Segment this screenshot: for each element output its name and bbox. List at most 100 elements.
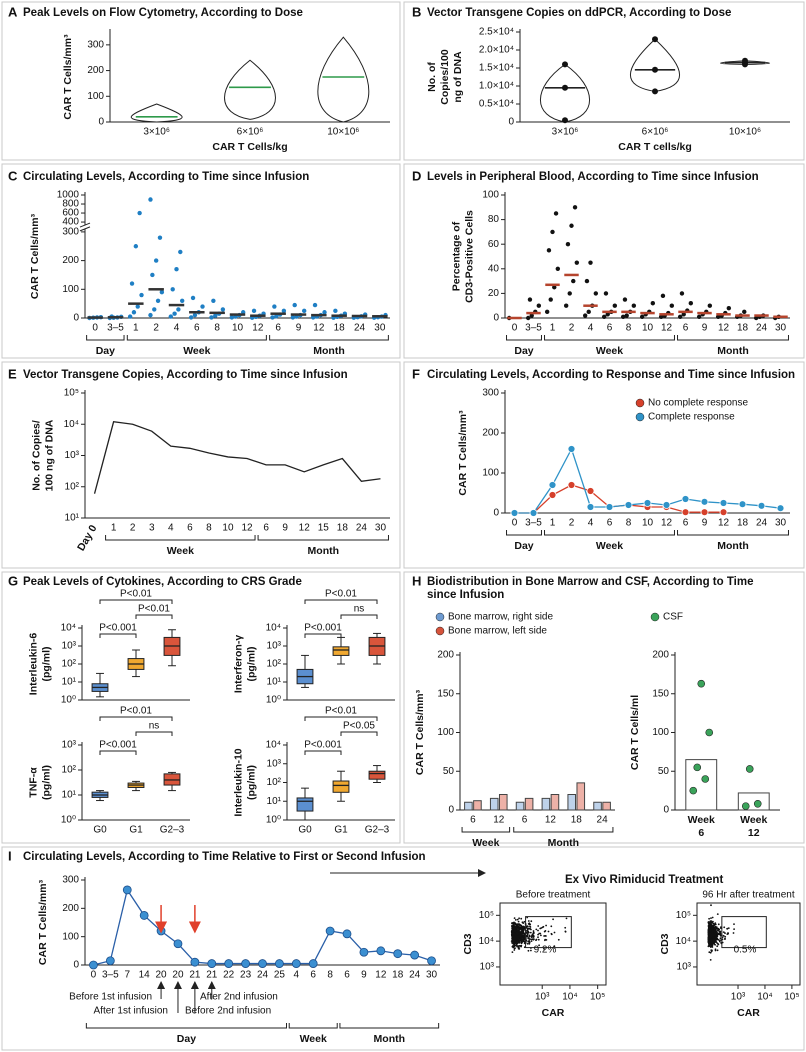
comparison-bracket	[340, 614, 378, 619]
event-dot	[529, 928, 531, 930]
data-point	[159, 289, 165, 295]
group-label: Month	[717, 345, 749, 357]
y-tick-label: 50	[658, 766, 670, 777]
data-point	[681, 495, 690, 503]
legend-swatch	[635, 398, 645, 408]
x-tick-label: 6	[683, 323, 689, 334]
bar	[576, 782, 586, 811]
x-tick-label: 30	[775, 323, 787, 334]
y-tick-label: 200	[437, 650, 454, 661]
event-dot	[715, 932, 718, 934]
x-tick-label: 6×10⁶	[642, 127, 669, 138]
data-point	[562, 61, 568, 68]
event-dot	[513, 938, 515, 941]
data-point	[292, 302, 297, 308]
x-tick-label: G1	[334, 825, 348, 836]
event-dot	[711, 933, 714, 935]
event-dot	[714, 922, 717, 924]
y-tick-label: 0	[493, 313, 499, 324]
x-tick-label: 25	[274, 970, 286, 981]
event-dot	[512, 932, 514, 935]
data-point	[662, 501, 671, 509]
data-point	[705, 728, 714, 737]
gate-percent: 9.2%	[534, 945, 557, 956]
y-tick-label: 10³	[62, 641, 77, 652]
event-dot	[714, 935, 717, 937]
y-axis-label: Interleukin-10	[232, 748, 244, 816]
data-point	[696, 314, 702, 319]
x-tick-label: 4	[168, 523, 174, 534]
data-point	[688, 301, 694, 306]
y-tick-label: 200	[652, 650, 669, 661]
group-label: Week	[300, 1033, 327, 1045]
event-dot	[513, 941, 515, 943]
x-tick-label: 6	[522, 815, 528, 826]
panel-subtitle: 96 Hr after treatment	[702, 890, 794, 901]
x-tick-label: 6	[263, 523, 269, 534]
data-point	[133, 244, 139, 249]
x-tick-label: 6	[275, 323, 281, 334]
data-point	[567, 291, 572, 296]
x-axis-label: CAR T cells/kg	[618, 141, 692, 153]
data-point	[548, 481, 557, 489]
group-label: Day	[177, 1033, 196, 1045]
event-dot	[531, 933, 534, 936]
y-tick-label: 10⁵	[479, 910, 494, 921]
x-tick-label: 24	[597, 815, 609, 826]
y-axis-label: (pg/ml)	[40, 647, 52, 682]
panel-title: Ex Vivo Rimiducid Treatment	[565, 874, 723, 886]
group-bracket	[544, 530, 675, 536]
event-dot	[516, 932, 519, 935]
data-point	[700, 508, 709, 517]
data-point	[588, 260, 593, 265]
event-dot	[515, 935, 518, 938]
panel-frame	[1, 1, 401, 161]
event-dot	[708, 933, 711, 936]
data-point	[224, 959, 234, 968]
panel-letter: E	[8, 366, 17, 381]
y-tick-label: 10²	[62, 765, 77, 776]
data-point	[241, 959, 250, 968]
x-tick-label: 4	[588, 323, 594, 334]
plot-frame	[499, 902, 607, 986]
legend-swatch	[435, 612, 445, 622]
event-dot	[511, 938, 514, 940]
x-tick-label: 18	[337, 523, 349, 534]
data-point	[742, 57, 748, 64]
event-dot	[716, 913, 719, 915]
data-point	[624, 501, 633, 509]
panel-title: Vector Transgene Copies, According to Ti…	[23, 369, 348, 381]
y-axis-label: 100 ng of DNA	[43, 419, 55, 491]
data-point	[631, 303, 637, 308]
x-tick-label: 23	[240, 970, 252, 981]
data-point	[272, 304, 277, 309]
data-point	[569, 223, 574, 228]
event-dot	[511, 940, 514, 943]
event-dot	[724, 932, 726, 934]
data-point	[427, 956, 436, 966]
event-dot	[713, 930, 716, 933]
data-point	[168, 314, 174, 319]
comparison-bracket	[304, 633, 342, 638]
event-dot	[709, 939, 711, 942]
y-tick-label: 100	[482, 190, 499, 201]
x-tick-label: 9	[702, 518, 708, 529]
event-dot	[733, 923, 735, 925]
x-tick-label: 0	[91, 970, 97, 981]
event-dot	[543, 947, 545, 950]
event-dot	[547, 930, 550, 933]
event-dot	[716, 945, 719, 948]
panel-title: Levels in Peripheral Blood, According to…	[427, 171, 759, 183]
data-point	[258, 959, 267, 968]
x-tick-label: 12	[718, 323, 730, 334]
y-tick-label: 10⁰	[61, 815, 76, 826]
event-dot	[518, 941, 521, 944]
event-dot	[715, 936, 718, 939]
data-point	[527, 297, 533, 302]
y-tick-label: 150	[437, 688, 454, 699]
y-tick-label: 50	[443, 766, 455, 777]
data-point	[544, 309, 550, 315]
event-dot	[519, 944, 521, 947]
event-dot	[512, 945, 515, 947]
event-dot	[520, 940, 523, 942]
